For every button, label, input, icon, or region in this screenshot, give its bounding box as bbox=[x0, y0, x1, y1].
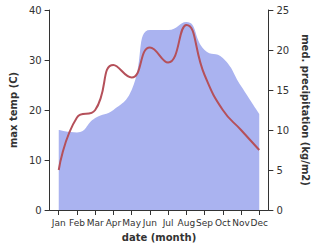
svg-text:Nov: Nov bbox=[232, 218, 250, 228]
svg-text:May: May bbox=[122, 218, 141, 228]
svg-text:Jan: Jan bbox=[51, 218, 66, 228]
svg-text:Aug: Aug bbox=[178, 218, 196, 228]
svg-text:Apr: Apr bbox=[106, 218, 122, 228]
svg-text:Jul: Jul bbox=[162, 218, 174, 228]
svg-text:Feb: Feb bbox=[69, 218, 85, 228]
svg-text:Sep: Sep bbox=[196, 218, 213, 228]
svg-text:20: 20 bbox=[276, 45, 289, 56]
svg-text:0: 0 bbox=[35, 205, 41, 216]
svg-text:date (month): date (month) bbox=[122, 232, 196, 243]
svg-text:10: 10 bbox=[276, 125, 289, 136]
svg-text:0: 0 bbox=[276, 205, 282, 216]
svg-text:30: 30 bbox=[29, 55, 42, 66]
svg-text:Mar: Mar bbox=[87, 218, 104, 228]
svg-text:15: 15 bbox=[276, 85, 289, 96]
svg-text:max temp (C): max temp (C) bbox=[8, 72, 19, 148]
svg-text:Dec: Dec bbox=[251, 218, 268, 228]
svg-text:40: 40 bbox=[29, 5, 42, 16]
svg-text:5: 5 bbox=[276, 165, 282, 176]
svg-text:Oct: Oct bbox=[215, 218, 231, 228]
svg-text:25: 25 bbox=[276, 5, 289, 16]
svg-text:20: 20 bbox=[29, 105, 42, 116]
svg-text:10: 10 bbox=[29, 155, 42, 166]
svg-text:med. precipitation (kg/m2): med. precipitation (kg/m2) bbox=[300, 34, 311, 186]
svg-text:Jun: Jun bbox=[142, 218, 157, 228]
